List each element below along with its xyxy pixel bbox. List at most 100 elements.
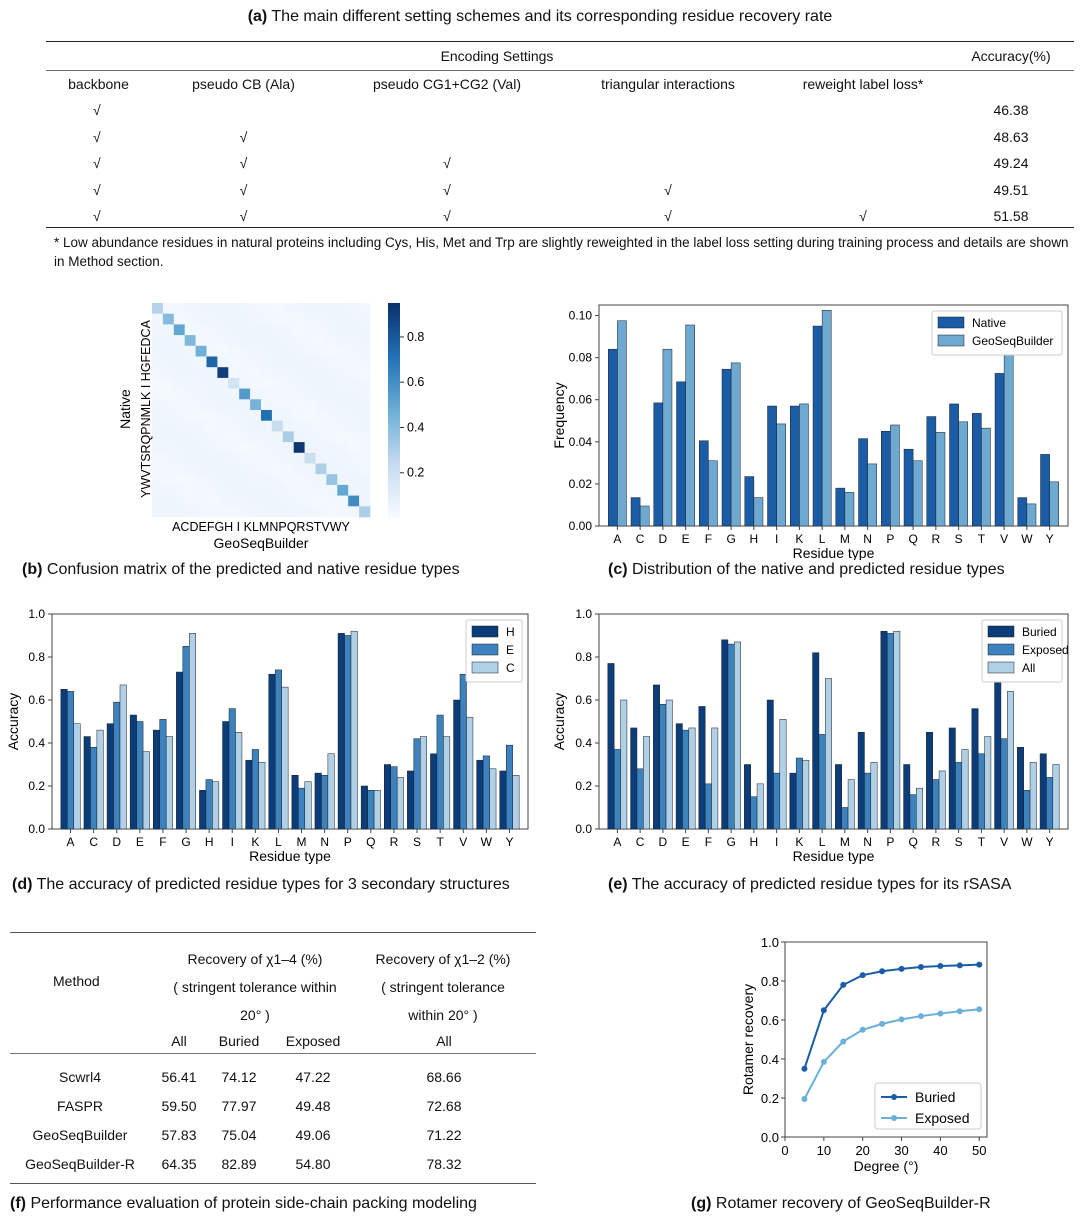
- confusion-cell: [261, 410, 273, 421]
- sub-exposed-header: Exposed: [285, 1033, 341, 1049]
- bar-exposed: [955, 762, 963, 830]
- bar-all: [938, 770, 946, 830]
- confusion-cell: [282, 367, 294, 379]
- bar-c: [350, 630, 358, 830]
- bar-e: [321, 775, 329, 830]
- y-axis-label: Accuracy: [551, 693, 567, 751]
- plot-frame: [784, 941, 988, 1138]
- confusion-cell: [271, 495, 284, 507]
- bar-e: [390, 766, 398, 830]
- secondary-structure-chart: 0.00.20.40.60.81.0A C D E F G H I K L M N P Q R S T V W YRe…: [5, 607, 529, 864]
- confusion-cell: [293, 452, 305, 464]
- confusion-cell: [184, 313, 196, 325]
- legend-swatch: [471, 661, 499, 674]
- x-tick-label: 30: [894, 1143, 908, 1158]
- confusion-cell: [228, 345, 240, 357]
- bar-c: [466, 716, 474, 830]
- confusion-cell: [206, 388, 218, 400]
- bar-c: [258, 762, 266, 830]
- confusion-cell: [337, 367, 349, 379]
- confusion-cell: [250, 410, 262, 421]
- bar-native: [926, 416, 937, 527]
- confusion-cell: [228, 377, 240, 389]
- legend-swatch: [987, 625, 1015, 638]
- x-tick-label: G: [181, 835, 190, 849]
- bar-c: [189, 633, 197, 830]
- settings-footnote: * Low abundance residues in natural prot…: [54, 235, 1069, 269]
- confusion-cell: [206, 377, 218, 389]
- setting-check-cell: √: [664, 208, 672, 225]
- confusion-cell: [348, 313, 360, 325]
- confusion-cell: [250, 399, 262, 411]
- confusion-cell: [348, 388, 360, 400]
- confusion-cell: [326, 335, 338, 347]
- confusion-cell: [359, 335, 371, 347]
- table-f-bottom-rule: [10, 1183, 536, 1184]
- x-tick-label: M: [840, 835, 850, 849]
- setting-check-cell: [558, 97, 778, 124]
- bar-all: [961, 749, 969, 830]
- bar-geoseqbuilder: [662, 348, 673, 527]
- confusion-cell: [206, 345, 218, 357]
- bar-c: [396, 777, 404, 830]
- confusion-cell: [239, 484, 251, 496]
- bar-c: [304, 781, 312, 830]
- bar-geoseqbuilder: [890, 424, 900, 527]
- confusion-cell: [239, 388, 251, 400]
- confusion-cell: [184, 484, 196, 496]
- confusion-cell: [228, 474, 240, 486]
- confusion-cell: [184, 377, 196, 389]
- confusion-cell: [195, 484, 207, 496]
- legend-label: All: [1022, 661, 1035, 675]
- bar-exposed: [1023, 790, 1031, 830]
- panel-g-caption-text: Rotamer recovery of GeoSeqBuilder-R: [715, 1195, 991, 1212]
- x-tick-label: R: [932, 835, 941, 849]
- confusion-cell: [162, 377, 175, 389]
- plot-frame: [51, 613, 529, 830]
- confusion-cell: [304, 442, 316, 454]
- confusion-cell: [206, 431, 218, 443]
- confusion-cell: [217, 335, 229, 347]
- bar-buried: [835, 764, 842, 830]
- confusion-cell: [152, 324, 164, 336]
- confusion-cell: [271, 420, 284, 432]
- plot-frame: [598, 613, 1069, 830]
- confusion-cell: [228, 506, 240, 518]
- confusion-cell: [304, 313, 316, 325]
- confusion-cell: [326, 345, 338, 357]
- confusion-cell: [162, 506, 175, 518]
- settings-row: √ √ √ 49.24: [46, 150, 1074, 177]
- bar-exposed: [773, 772, 781, 830]
- confusion-cell: [337, 335, 349, 347]
- confusion-cell: [337, 410, 349, 421]
- confusion-cell: [326, 356, 338, 368]
- confusion-cell: [195, 474, 207, 486]
- confusion-cell: [348, 474, 360, 486]
- x-tick-label: L: [275, 835, 282, 849]
- confusion-cell: [206, 420, 218, 432]
- confusion-cell: [293, 324, 305, 336]
- confusion-cell: [228, 484, 240, 496]
- confusion-cell: [348, 495, 360, 507]
- bar-exposed: [613, 749, 621, 830]
- bar-geoseqbuilder: [821, 310, 832, 527]
- confusion-cell: [315, 367, 327, 379]
- confusion-cells: [152, 303, 371, 518]
- confusion-cell: [282, 356, 294, 368]
- panel-e-letter: (e): [608, 876, 628, 893]
- confusion-cell: [228, 452, 240, 464]
- confusion-cell: [228, 431, 240, 443]
- confusion-cell: [261, 463, 273, 475]
- colorbar: [388, 303, 400, 518]
- confusion-cell: [271, 356, 284, 368]
- bar-buried: [812, 652, 820, 830]
- confusion-cell: [250, 377, 262, 389]
- confusion-cell: [326, 313, 338, 325]
- y-axis-label: Accuracy: [5, 693, 21, 751]
- sub-all2-header: All: [436, 1033, 452, 1049]
- bar-geoseqbuilder: [958, 421, 968, 527]
- confusion-cell: [184, 388, 196, 400]
- x-tick-label: S: [955, 532, 963, 546]
- confusion-cell: [217, 313, 229, 325]
- confusion-cell: [206, 303, 218, 314]
